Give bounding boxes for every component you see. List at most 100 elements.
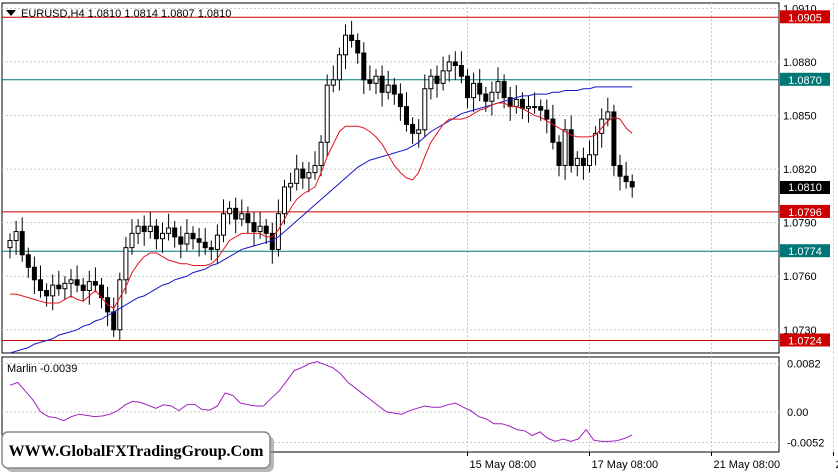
candle-body	[593, 132, 599, 156]
candle-body	[178, 236, 184, 245]
indicator-tick-label: 0.00	[787, 407, 808, 419]
time-tick-label: 15 May 08:00	[470, 459, 537, 471]
candle-body	[263, 225, 269, 234]
candle-body	[300, 168, 306, 179]
dropdown-triangle-icon[interactable]	[6, 10, 16, 16]
candle-body	[373, 75, 379, 84]
candle-body	[288, 182, 294, 188]
candle-body	[172, 227, 178, 238]
candle-body	[629, 181, 635, 188]
indicator-tick-label: -0.0052	[787, 438, 824, 450]
candle-body	[221, 213, 226, 236]
candle-body	[397, 93, 403, 108]
candle-body	[434, 75, 440, 84]
candle-body	[318, 141, 324, 167]
candle-body	[458, 65, 464, 77]
candle-body	[544, 109, 550, 120]
candle-body	[574, 157, 580, 167]
candle-body	[422, 88, 428, 131]
candle-body	[324, 84, 330, 143]
candle-body	[495, 81, 501, 93]
candle-body	[519, 98, 525, 109]
candle-body	[135, 225, 141, 234]
candle-body	[611, 111, 617, 167]
candle-body	[227, 207, 233, 215]
candle-body	[343, 34, 348, 56]
level-price-labels: 1.0905 1.0870 1.0796 1.0774 1.0724	[780, 10, 830, 348]
price-tick-label: 1.0760	[783, 271, 817, 283]
level-price-box	[780, 204, 830, 218]
candle-body	[391, 84, 397, 95]
level-price-label: 1.0905	[788, 12, 822, 24]
candle-body	[56, 284, 62, 290]
candle-body	[471, 82, 477, 99]
indicator-tick-label: 0.0082	[787, 358, 821, 370]
candle-body	[282, 186, 287, 215]
horizontal-levels	[2, 16, 779, 341]
price-tick-label: 1.0790	[783, 218, 817, 230]
candle-body	[25, 254, 31, 268]
candle-body	[196, 238, 202, 243]
time-tick-label: 21 May 08:00	[714, 459, 781, 471]
time-tick-label: 23 May 08:00	[836, 459, 838, 471]
candle-body	[404, 106, 409, 125]
candle-body	[410, 123, 416, 134]
candle-body	[251, 222, 257, 233]
watermark: WWW.GlobalFXTradingGroup.Com	[1, 431, 274, 472]
candle-body	[68, 279, 74, 284]
candle-body	[19, 231, 25, 256]
current-price-box	[780, 181, 830, 194]
candle-body	[117, 279, 123, 331]
indicator-label: Marlin -0.0039	[7, 363, 77, 375]
time-axis: 15 May 08:00 17 May 08:00 21 May 08:00 23 M…	[467, 452, 838, 471]
candle-body	[416, 129, 422, 134]
level-price-label: 1.0774	[788, 246, 822, 258]
candle-body	[446, 61, 452, 72]
marlin-line	[9, 361, 633, 442]
candle-body	[550, 118, 556, 143]
candle-body	[361, 52, 367, 81]
candle-body	[355, 40, 361, 54]
candle-body	[190, 232, 196, 240]
price-tick-label: 1.0880	[783, 57, 817, 69]
candle-body	[111, 311, 117, 331]
candle-body	[239, 213, 245, 220]
candle-body	[623, 175, 629, 183]
candle-body	[257, 225, 263, 233]
level-price-box	[780, 10, 830, 24]
current-price-label: 1.0810	[788, 182, 822, 194]
level-price-label: 1.0870	[788, 75, 822, 87]
candle-body	[568, 129, 574, 167]
candle-body	[501, 81, 507, 99]
watermark-text: WWW.GlobalFXTradingGroup.Com	[9, 443, 265, 460]
candle-body	[31, 266, 37, 281]
candle-body	[452, 61, 458, 66]
price-panel[interactable]	[1, 2, 780, 354]
candle-body	[580, 157, 586, 167]
candle-body	[483, 93, 489, 102]
candle-body	[330, 79, 336, 86]
candle-body	[349, 34, 355, 41]
price-tick-label: 1.0850	[783, 111, 817, 123]
candle-body	[428, 75, 434, 90]
candle-body	[50, 284, 56, 297]
candle-body	[617, 165, 623, 177]
candle-body	[7, 240, 13, 249]
candle-body	[513, 98, 519, 108]
price-grid	[2, 3, 834, 353]
candle-body	[13, 231, 19, 241]
indicator-axis: 0.0082 0.00 -0.0052	[787, 358, 824, 449]
candle-body	[245, 213, 251, 224]
candle-body	[465, 75, 470, 99]
level-price-box	[780, 72, 830, 86]
candle-body	[184, 232, 190, 245]
candle-body	[74, 279, 80, 286]
candle-body	[166, 227, 172, 234]
candle-body	[123, 247, 129, 281]
level-price-label: 1.0724	[788, 336, 822, 348]
candle-body	[532, 106, 538, 109]
candle-body	[605, 111, 611, 120]
price-axis: 1.09101.08801.08501.08201.07901.07601.07…	[783, 3, 817, 336]
candle-body	[92, 281, 98, 286]
